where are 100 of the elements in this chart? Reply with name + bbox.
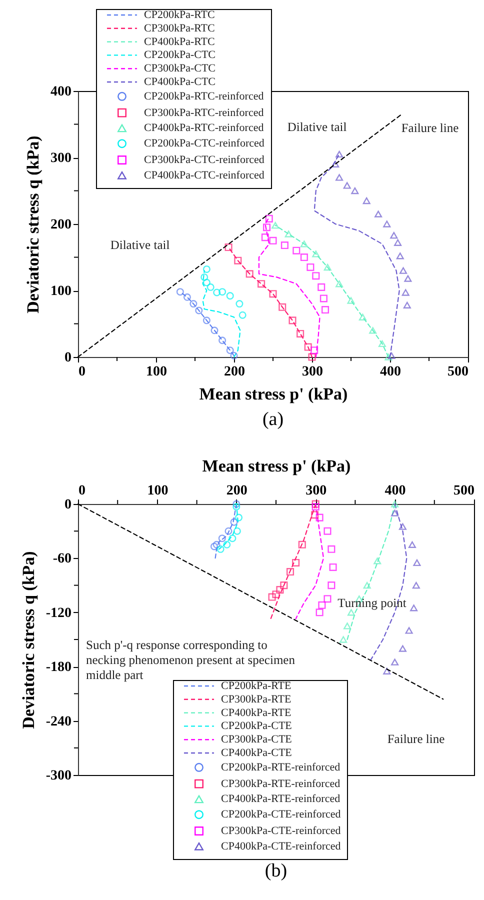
point <box>226 346 234 354</box>
point <box>306 263 314 271</box>
point <box>312 272 320 280</box>
point <box>272 222 280 229</box>
point <box>238 311 246 319</box>
point <box>269 290 277 298</box>
x-tick-label: 300 <box>302 364 323 380</box>
point <box>284 230 292 238</box>
legend-label: CP400kPa-RTC-reinforced <box>144 122 264 134</box>
point <box>394 239 402 246</box>
point <box>288 316 296 324</box>
legend-label: CP300kPa-CTE <box>221 734 292 746</box>
point <box>292 246 300 254</box>
legend-label: CP300kPa-CTE-reinforced <box>221 825 342 837</box>
point <box>391 510 399 516</box>
point <box>398 645 406 652</box>
point <box>298 540 306 548</box>
point <box>312 250 320 258</box>
point <box>328 582 336 590</box>
y-tick-label: -120 <box>46 606 72 621</box>
point <box>402 289 410 296</box>
point <box>344 622 352 630</box>
legend-label: CP200kPa-CTE-reinforced <box>221 808 342 821</box>
x-axis-title: Mean stress p' (kPa) <box>199 384 348 404</box>
point <box>322 306 330 314</box>
point <box>311 511 319 519</box>
annotation: Such p'-q response corresponding to necking phenomenon present at specimen middle part <box>86 638 296 682</box>
x-tick-label: 500 <box>448 364 468 380</box>
point <box>202 278 210 286</box>
legend-label: CP200kPa-CTE <box>221 720 292 732</box>
y-tick-label: -60 <box>52 552 72 567</box>
legend-label: CP300kPa-RTC <box>144 22 215 34</box>
point <box>405 627 413 634</box>
point <box>312 502 320 510</box>
point <box>391 658 399 666</box>
text: (b) <box>264 860 288 882</box>
point <box>176 288 184 296</box>
point <box>362 197 370 204</box>
annotation: Turning point <box>338 596 407 610</box>
legend-label: CP400kPa-CTE-reinforced <box>221 840 342 852</box>
point <box>296 330 304 338</box>
legend-label: CP200kPa-CTC-reinforced <box>144 138 265 150</box>
y-tick-label: -240 <box>46 714 72 730</box>
point <box>383 668 391 674</box>
point <box>324 595 332 603</box>
legend-label: CP300kPa-CTC <box>144 62 216 75</box>
point <box>213 288 221 296</box>
point <box>233 527 241 535</box>
legend-label: CP200kPa-RTC <box>144 9 215 21</box>
x-tick-label: 0 <box>78 364 86 380</box>
y-tick-label: 200 <box>50 218 72 232</box>
point <box>400 267 408 274</box>
point <box>206 283 214 291</box>
point <box>374 210 382 218</box>
point <box>280 242 288 250</box>
point <box>210 326 218 334</box>
legend-label: CP400kPa-RTE-reinforced <box>221 793 341 806</box>
point <box>190 300 198 308</box>
legend-label: CP300kPa-RTC-reinforced <box>144 106 264 119</box>
y-tick-label: 0 <box>64 498 72 512</box>
legend-label: CP400kPa-RTE <box>221 706 292 719</box>
legend-label: CP300kPa-CTC-reinforced <box>144 154 265 166</box>
point <box>224 527 232 535</box>
point <box>200 273 208 281</box>
legend-label: CP200kPa-CTC <box>144 49 216 62</box>
point <box>218 534 226 542</box>
annotation: Dilative tail <box>110 238 170 252</box>
legend-label: CP400kPa-CTE <box>221 747 292 759</box>
point <box>320 294 328 302</box>
annotation: Dilative tail <box>287 120 348 134</box>
point <box>258 280 266 288</box>
x-tick-label: 500 <box>454 484 474 498</box>
point <box>329 563 337 571</box>
y-tick-label: -300 <box>46 768 72 784</box>
point <box>300 240 308 248</box>
point <box>318 283 326 291</box>
point <box>228 534 236 542</box>
point <box>316 608 324 616</box>
point <box>369 327 377 334</box>
legend-label: CP200kPa-RTE-reinforced <box>221 761 341 774</box>
x-tick-label: 200 <box>226 484 248 498</box>
point <box>265 214 273 222</box>
point <box>328 545 336 553</box>
point <box>223 540 231 548</box>
point <box>316 514 324 522</box>
point <box>236 300 244 308</box>
point <box>212 540 220 548</box>
x-tick-label: 400 <box>380 364 401 380</box>
point <box>292 558 300 566</box>
y-tick-label: -180 <box>46 660 72 676</box>
line-series <box>214 503 237 561</box>
legend-label: CP400kPa-RTC <box>144 36 215 48</box>
x-tick-label: 400 <box>384 484 406 498</box>
point <box>410 604 418 612</box>
point <box>318 601 326 609</box>
x-tick-label: 200 <box>224 364 245 380</box>
point <box>304 343 312 351</box>
point <box>378 340 386 348</box>
point <box>286 568 294 576</box>
point <box>272 590 280 598</box>
